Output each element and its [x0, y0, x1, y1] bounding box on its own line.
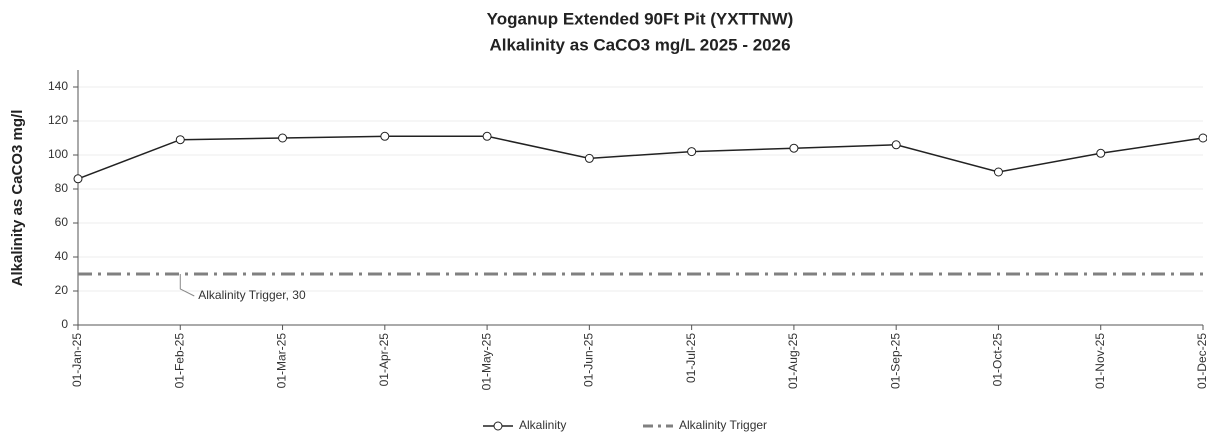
x-tick-label: 01-Dec-25	[1195, 333, 1207, 389]
x-tick-label: 01-Aug-25	[786, 333, 800, 389]
x-tick-label: 01-Jul-25	[684, 333, 698, 383]
legend-label: Alkalinity	[519, 418, 566, 432]
marker	[993, 167, 1003, 177]
chart-title: Yoganup Extended 90Ft Pit (YXTTNW)	[487, 9, 794, 28]
legend-label: Alkalinity Trigger	[679, 418, 767, 432]
y-tick-label: 140	[48, 79, 68, 93]
marker	[278, 133, 288, 143]
marker	[891, 140, 901, 150]
marker	[1096, 148, 1106, 158]
annotation-leader	[179, 274, 195, 297]
y-tick-label: 80	[55, 181, 69, 195]
series-line	[77, 135, 1204, 180]
x-tick-label: 01-Jan-25	[70, 333, 84, 387]
x-tick-label: 01-May-25	[479, 333, 493, 391]
marker	[482, 131, 492, 141]
marker	[380, 131, 390, 141]
y-tick-label: 20	[55, 283, 69, 297]
chart-subtitle: Alkalinity as CaCO3 mg/L 2025 - 2026	[489, 35, 790, 54]
y-tick-label: 100	[48, 147, 68, 161]
marker	[584, 153, 594, 163]
y-tick-label: 0	[61, 317, 68, 331]
marker	[687, 147, 697, 157]
marker	[175, 135, 185, 145]
marker	[1198, 133, 1207, 143]
y-tick-label: 120	[48, 113, 68, 127]
x-tick-label: 01-Nov-25	[1093, 333, 1107, 389]
x-tick-label: 01-Feb-25	[172, 333, 186, 389]
annotation: Alkalinity Trigger, 30	[198, 288, 306, 302]
x-tick-label: 01-Oct-25	[991, 333, 1005, 387]
x-tick-label: 01-Jun-25	[582, 333, 596, 387]
y-axis-title: Alkalinity as CaCO3 mg/l	[9, 110, 26, 287]
legend-marker	[493, 421, 503, 431]
marker	[73, 174, 83, 184]
y-tick-label: 60	[55, 215, 69, 229]
x-tick-label: 01-Sep-25	[888, 333, 902, 389]
marker	[789, 143, 799, 153]
x-tick-label: 01-Mar-25	[275, 333, 289, 389]
x-tick-label: 01-Apr-25	[377, 333, 391, 387]
y-tick-label: 40	[55, 249, 69, 263]
